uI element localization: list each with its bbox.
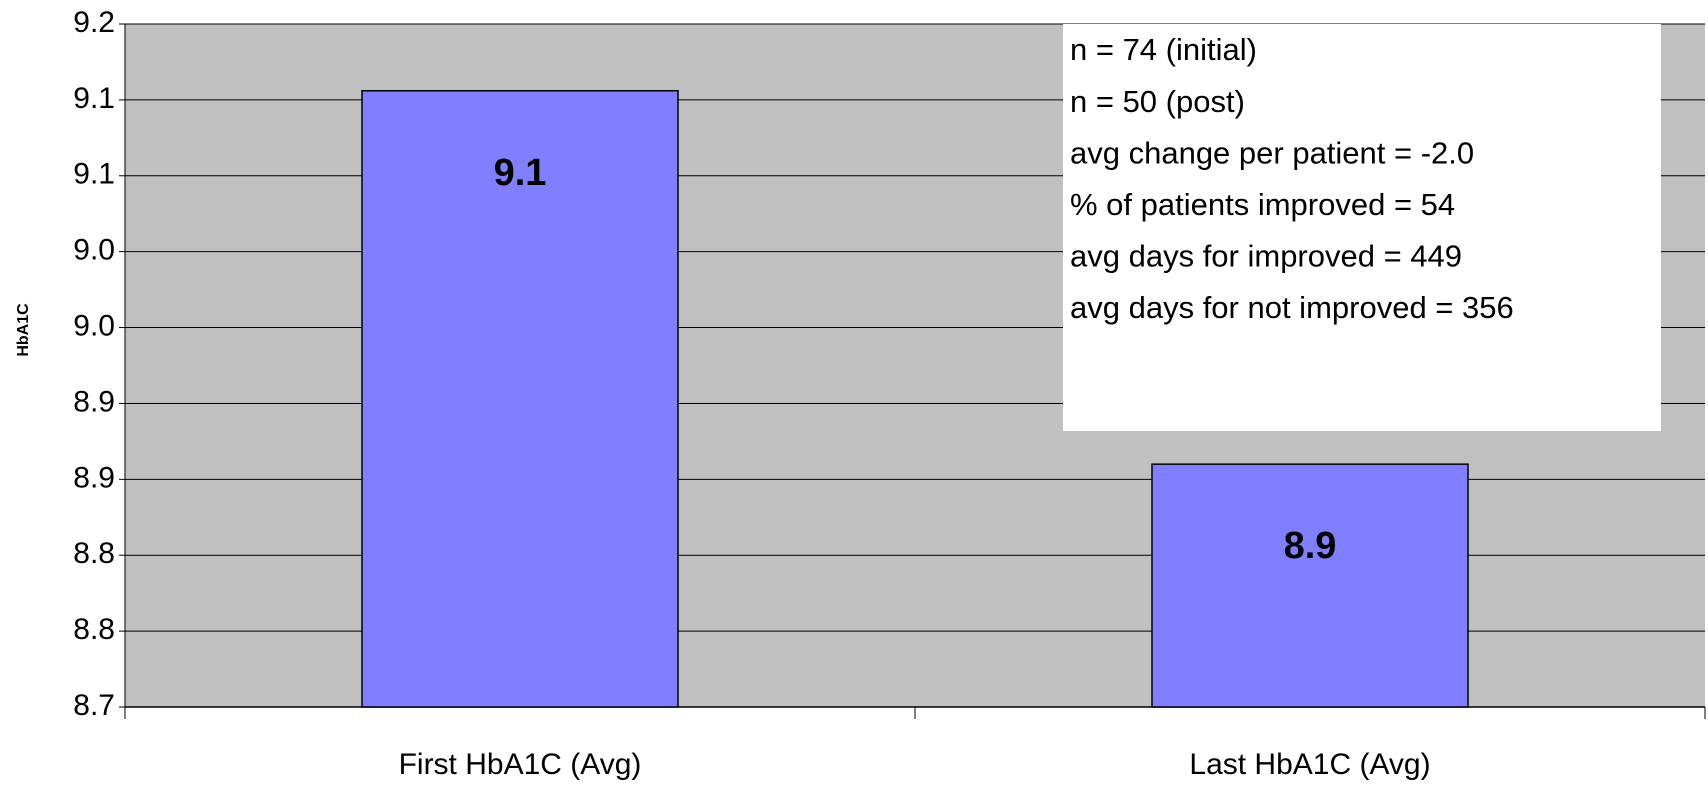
- y-tick-label: 8.9: [73, 385, 115, 418]
- y-tick-label: 8.9: [73, 461, 115, 494]
- data-label: 8.9: [1284, 525, 1337, 567]
- annotation-box: [1063, 24, 1661, 431]
- y-tick-label: 9.0: [73, 234, 115, 267]
- bar: [1151, 463, 1469, 708]
- data-label: 9.1: [494, 152, 547, 194]
- y-tick-label: 8.8: [73, 537, 115, 570]
- bar: [361, 90, 679, 708]
- annotation: avg days for improved = 449: [1070, 239, 1462, 274]
- annotation: avg days for not improved = 356: [1070, 290, 1514, 325]
- annotation: avg change per patient = -2.0: [1070, 135, 1474, 170]
- annotation: n = 74 (initial): [1070, 32, 1257, 67]
- y-tick-label: 8.7: [73, 689, 115, 722]
- y-tick-label: 8.8: [73, 613, 115, 646]
- y-tick-label: 9.0: [73, 309, 115, 342]
- x-tick-label: Last HbA1C (Avg): [1189, 748, 1430, 781]
- x-tick-label: First HbA1C (Avg): [399, 748, 642, 781]
- annotation: % of patients improved = 54: [1070, 187, 1455, 222]
- y-axis-label: HbA1C: [15, 303, 32, 357]
- y-tick-label: 9.1: [73, 158, 115, 191]
- y-tick-label: 9.2: [73, 6, 115, 39]
- y-tick-label: 9.1: [73, 82, 115, 115]
- annotation: n = 50 (post): [1070, 84, 1245, 119]
